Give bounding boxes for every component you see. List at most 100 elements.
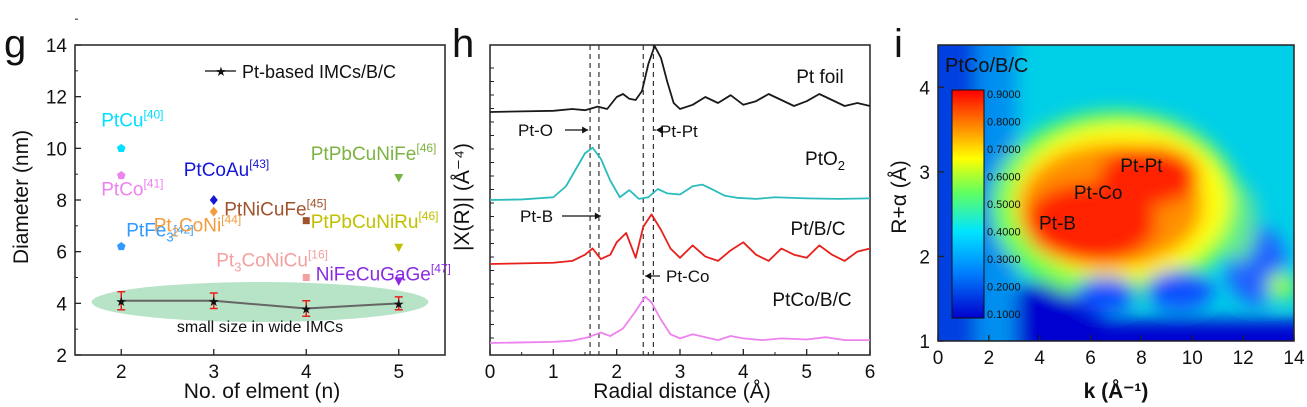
y-axis-title-g: Diameter (nm): [10, 130, 33, 264]
heat-blob: [1099, 146, 1200, 207]
x-tick-label-i: 2: [984, 348, 995, 369]
series-label: Pt/B/C: [791, 219, 846, 240]
bond-label: Pt-B: [1039, 213, 1076, 234]
label-base: Pt: [216, 251, 235, 272]
y-tick-label-i: 2: [919, 247, 930, 268]
data-point: [209, 195, 218, 205]
point-label: PtNiCuFe[45]: [224, 197, 326, 221]
heat-blob: [1075, 276, 1136, 313]
heatmap-layers: [938, 45, 1294, 341]
y-tick-label-g: 4: [56, 294, 67, 315]
x-tick-label-h: 1: [548, 362, 559, 383]
x-tick-label-i: 6: [1085, 348, 1096, 369]
point-label: PtFe3[42]: [126, 221, 193, 245]
peak-annotation: Pt-B: [520, 207, 553, 226]
data-point: [302, 217, 310, 225]
y-tick-label-g: 8: [56, 191, 67, 212]
series-label-base: PtO: [805, 149, 838, 170]
colorbar-tick-label: 0.5000: [987, 199, 1021, 211]
peak-annotation: Pt-Pt: [660, 122, 698, 141]
label-ref: [47]: [431, 261, 451, 275]
data-point: [394, 277, 404, 286]
label-base: PtCu: [101, 110, 143, 131]
series-line: [489, 295, 870, 344]
series-marker: ★: [393, 296, 405, 311]
x-tick-label-h: 5: [801, 362, 812, 383]
label-base: PtFe: [126, 221, 166, 242]
label-ref: [16]: [308, 248, 328, 262]
point-label: PtCoAu[43]: [184, 157, 270, 181]
x-tick-label-g: 2: [116, 362, 127, 383]
x-tick-label-i: 4: [1034, 348, 1045, 369]
x-tick-label-i: 0: [933, 348, 944, 369]
series-line: [489, 45, 871, 113]
data-point: [209, 206, 218, 217]
panel-letter-i: i: [894, 22, 903, 66]
label-ref: [41]: [144, 176, 164, 190]
y-tick-label-g: 12: [46, 88, 67, 109]
y-tick-label-i: 4: [919, 78, 930, 99]
arrow-head: [594, 212, 601, 220]
y-tick-label-i: 1: [919, 332, 930, 353]
x-tick-label-h: 2: [611, 362, 622, 383]
y-tick-label-g: 2: [56, 346, 67, 367]
data-point: [116, 242, 126, 251]
annotation-text: small size in wide IMCs: [177, 319, 343, 336]
label-tail: CoNi: [179, 216, 221, 237]
label-ref: [42]: [174, 223, 194, 237]
peak-annotation: Pt-Co: [666, 267, 709, 286]
arrow-head: [582, 126, 589, 134]
series-marker: ★: [208, 294, 220, 309]
series-label: PtCo/B/C: [772, 290, 851, 311]
colorbar-tick-label: 0.2000: [987, 282, 1021, 294]
colorbar-tick-label: 0.6000: [987, 172, 1021, 184]
arrow-head: [655, 126, 662, 134]
x-tick-label-g: 5: [393, 362, 404, 383]
legend-label: Pt-based IMCs/B/C: [242, 62, 396, 82]
label-ref: [46]: [418, 209, 438, 223]
label-base: PtPbCuNiRu: [311, 212, 419, 233]
x-tick-label-h: 6: [865, 362, 876, 383]
label-base: PtNiCuFe: [224, 200, 306, 221]
x-axis-title-h: Radial distance (Å): [593, 380, 770, 403]
x-axis-title-i: k (Å⁻¹): [1084, 379, 1149, 403]
heat-blob: [1267, 272, 1294, 301]
label-base: PtPbCuNiFe: [311, 144, 417, 165]
x-tick-label-h: 3: [675, 362, 686, 383]
point-label: PtPbCuNiFe[46]: [311, 141, 437, 165]
x-tick-label-h: 0: [485, 362, 496, 383]
colorbar-tick-label: 0.7000: [987, 144, 1021, 156]
bond-label: Pt-Co: [1074, 183, 1123, 204]
y-tick-label-g: 6: [56, 243, 67, 264]
panel-g: g 2 4 6 8 10 12 14 2 3 4 5 ★ ★ ★ ★ small size in wide I…: [0, 0, 451, 407]
label-base: PtCo: [101, 179, 143, 200]
series-label-sub: 2: [838, 158, 845, 173]
label-tail: CoNiCu: [241, 251, 308, 272]
legend-marker: ★: [215, 64, 227, 79]
series-marker: ★: [115, 294, 127, 309]
label-base: PtCoAu: [184, 160, 249, 181]
y-tick-label-i: 3: [919, 163, 930, 184]
panel-letter-h: h: [452, 22, 474, 66]
data-point: [394, 174, 404, 183]
label-ref: [44]: [221, 213, 241, 227]
x-tick-label-g: 4: [301, 362, 312, 383]
heatmap-title: PtCo/B/C: [945, 55, 1028, 77]
label-ref: [45]: [307, 197, 327, 211]
data-point: [394, 243, 404, 253]
panel-h: h 0 1 2 3 4 5 6 Pt foil PtO2 Pt/B/C PtCo/B/C Pt-O Pt…: [440, 0, 880, 407]
point-label: PtCo[41]: [101, 176, 163, 200]
highlight-ellipse: [91, 282, 429, 323]
data-point: [302, 274, 310, 281]
colorbar-tick-label: 0.1000: [987, 309, 1021, 321]
label-base: Pt: [154, 216, 173, 237]
label-ref: [46]: [416, 141, 436, 155]
heat-blob: [1145, 270, 1214, 311]
point-label: PtCu[40]: [101, 107, 163, 131]
series-label: Pt foil: [796, 67, 844, 88]
x-tick-label-g: 3: [208, 362, 219, 383]
label-ref: [43]: [249, 157, 269, 171]
